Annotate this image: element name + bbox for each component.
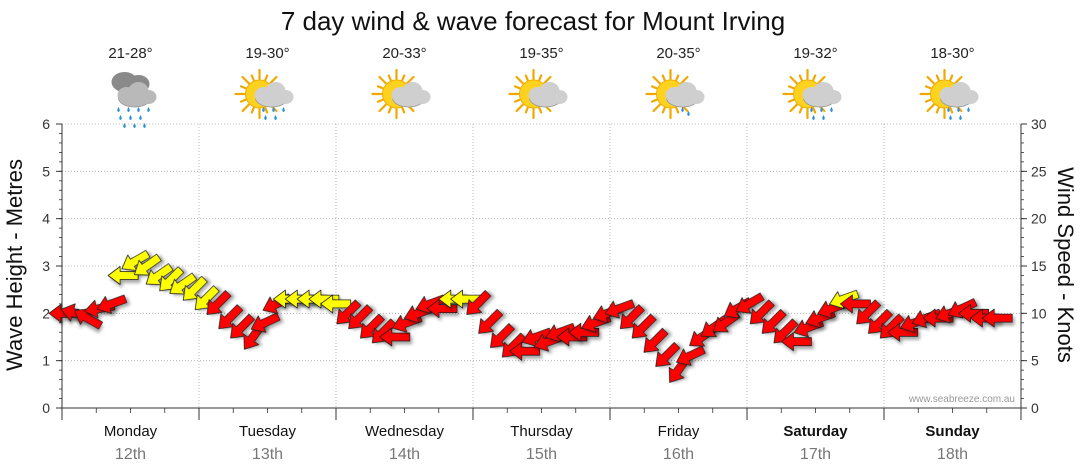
right-tick-label: 20 (1031, 211, 1047, 227)
day-date: 12th (115, 446, 146, 463)
wind-arrow (308, 289, 340, 309)
wind-arrow (107, 266, 139, 285)
right-tick-label: 0 (1031, 400, 1039, 416)
day-temp: 20-33° (382, 45, 426, 62)
day-temp: 19-32° (793, 45, 837, 62)
rain-cloud-icon (111, 72, 157, 128)
day-name: Thursday (510, 423, 573, 440)
day-temp: 21-28° (108, 45, 152, 62)
wind-arrow (478, 308, 504, 334)
wind-arrow (840, 294, 871, 314)
chart-title: 7 day wind & wave forecast for Mount Irv… (281, 6, 785, 36)
right-axis-title: Wind Speed - Knots (1053, 167, 1078, 363)
wind-arrow (981, 308, 1013, 328)
wind-arrow (466, 290, 492, 315)
day-date: 16th (663, 446, 694, 463)
sun-cloud-rain-icon (919, 68, 979, 120)
sun-cloud-rain-icon (234, 68, 294, 120)
wind-arrow (379, 327, 411, 347)
wind-arrow (735, 292, 765, 314)
day-temp: 20-35° (656, 45, 700, 62)
sun-cloud-rain-icon (782, 68, 842, 120)
wind-arrow (134, 253, 162, 276)
left-tick-label: 1 (42, 353, 50, 369)
day-temp: 19-30° (245, 45, 289, 62)
day-name: Monday (104, 423, 158, 440)
sun-cloud-showers-icon (645, 68, 705, 120)
day-labels: Monday 12th Tuesday 13th Wednesday 14th Thursd… (104, 423, 980, 463)
wind-arrow (96, 294, 128, 314)
right-tick-label: 5 (1031, 353, 1039, 369)
left-tick-label: 0 (42, 400, 50, 416)
left-tick-label: 3 (42, 258, 50, 274)
right-tick-label: 30 (1031, 116, 1047, 132)
day-name: Friday (658, 423, 700, 440)
wind-arrow (829, 289, 860, 309)
day-date: 18th (937, 446, 968, 463)
left-axis-title: Wave Height - Metres (2, 159, 27, 371)
wind-arrow (604, 299, 636, 319)
right-tick-label: 10 (1031, 305, 1047, 321)
left-tick-label: 6 (42, 116, 50, 132)
wind-arrow (947, 298, 978, 319)
day-name: Tuesday (239, 423, 296, 440)
right-axis: 0 5 10 15 20 25 30 (1021, 116, 1047, 416)
right-tick-label: 15 (1031, 258, 1047, 274)
day-name: Saturday (783, 423, 848, 440)
wind-arrow (426, 299, 458, 319)
left-axis: 0 1 2 3 4 5 6 (42, 116, 62, 416)
wind-arrow (556, 327, 588, 347)
wind-arrow (250, 312, 281, 333)
sun-cloud-icon (371, 68, 431, 120)
wind-arrow (568, 322, 600, 342)
day-date: 17th (800, 446, 831, 463)
grid-lines (62, 123, 1021, 408)
wind-arrow (631, 313, 657, 339)
right-tick-label: 25 (1031, 163, 1047, 179)
wind-arrows (48, 249, 1013, 383)
day-name: Sunday (925, 423, 980, 440)
day-date: 15th (526, 446, 557, 463)
wind-arrow (643, 327, 669, 353)
wind-arrow (655, 342, 681, 367)
wind-arrow (676, 345, 706, 366)
sun-cloud-icon (508, 68, 568, 120)
wind-arrow (887, 322, 919, 342)
left-tick-label: 4 (42, 211, 50, 227)
day-temp: 19-35° (519, 45, 563, 62)
wind-arrow (781, 332, 812, 352)
left-tick-label: 5 (42, 163, 50, 179)
wind-arrow (509, 341, 541, 361)
day-name: Wednesday (365, 423, 444, 440)
day-date: 14th (389, 446, 420, 463)
left-tick-label: 2 (42, 305, 50, 321)
wind-arrow (206, 290, 232, 315)
plot-area (61, 124, 1022, 420)
watermark: www.seabreeze.com.au (908, 394, 1015, 405)
day-date: 13th (252, 446, 283, 463)
wind-arrow (545, 323, 576, 343)
forecast-row: 21-28° 19-30° 20-33° 19-35° 20-35° 19-32° 18-3… (108, 45, 979, 128)
day-temp: 18-30° (930, 45, 974, 62)
